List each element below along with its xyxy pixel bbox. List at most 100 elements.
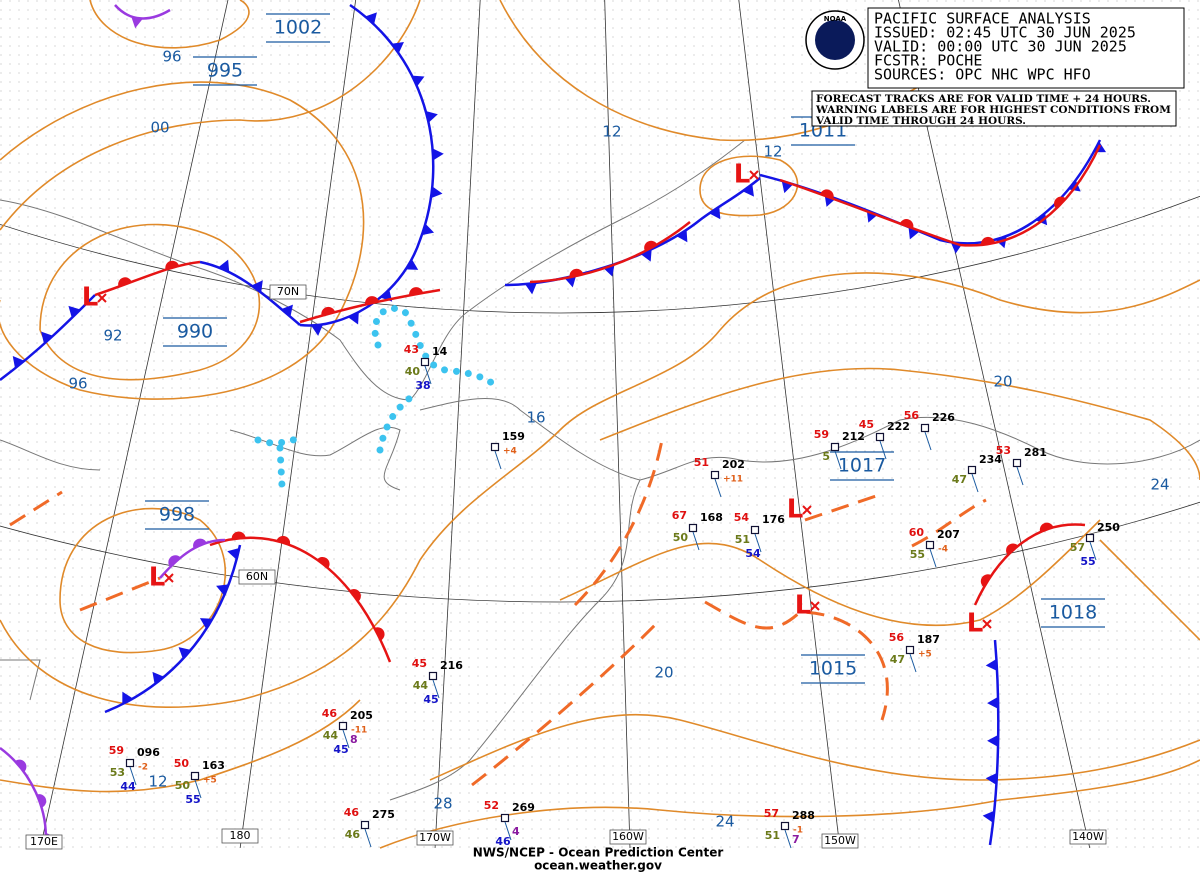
- front-symbol: [899, 219, 914, 229]
- wind-barb: [879, 440, 887, 460]
- header-box: [867, 7, 1185, 89]
- isobar-label: 20: [654, 664, 673, 682]
- station-icon: [500, 813, 510, 823]
- front-symbol: [391, 41, 404, 54]
- logo-inner: [815, 20, 855, 60]
- station-code: 222: [887, 420, 910, 433]
- front-symbol: [1035, 212, 1048, 226]
- front-symbol: [165, 260, 180, 270]
- front-symbol: [178, 647, 191, 659]
- station-mid: 44: [323, 729, 339, 742]
- station-mid: 55: [910, 548, 925, 561]
- low-track-mark: [749, 170, 759, 180]
- front-symbol: [1006, 543, 1019, 556]
- station-top: 56: [904, 409, 920, 422]
- header-line: ISSUED: 02:45 UTC 30 JUN 2025: [874, 24, 1136, 42]
- wind-barb: [504, 821, 512, 841]
- pressure-center: 998: [159, 504, 195, 526]
- station-code: 14: [432, 345, 448, 358]
- station-trend: -2: [138, 763, 148, 773]
- labels: 9600929612121620202428241210029959909981…: [25, 13, 1170, 850]
- station-trend: +5: [203, 776, 217, 786]
- wind-barb: [364, 828, 372, 848]
- station-icon: [710, 470, 720, 480]
- meridian: [738, 0, 841, 848]
- front: [159, 538, 226, 579]
- front-symbol: [276, 535, 291, 545]
- grid-label: 180: [230, 829, 251, 842]
- wind-barb: [424, 365, 432, 385]
- station-icon: [125, 758, 135, 768]
- front-symbol: [640, 249, 652, 262]
- station-trend: -1: [793, 826, 803, 836]
- front-symbol: [193, 538, 207, 549]
- header-line: SOURCES: OPC NHC WPC HFO: [874, 66, 1091, 84]
- front-symbol: [365, 296, 379, 305]
- meridian: [239, 0, 357, 848]
- isobar-label: 28: [433, 795, 452, 813]
- grid-label: 160W: [612, 830, 644, 843]
- station-top: 46: [344, 806, 360, 819]
- notice-line: VALID TIME THROUGH 24 HOURS.: [815, 115, 1026, 127]
- wind-barb: [194, 779, 202, 799]
- front: [0, 294, 96, 381]
- grid-label-box: [25, 834, 63, 850]
- station-code: 234: [979, 453, 1002, 466]
- front-symbol: [524, 282, 537, 295]
- station-top: 59: [814, 428, 829, 441]
- isobars: [0, 0, 1200, 849]
- notice-line: WARNING LABELS ARE FOR HIGHEST CONDITION…: [815, 104, 1171, 116]
- station-mid: 47: [952, 473, 967, 486]
- front-symbol: [122, 691, 133, 705]
- front-symbol: [251, 280, 263, 293]
- meridian: [434, 0, 481, 848]
- front-symbol: [365, 12, 377, 25]
- front-symbol: [908, 226, 920, 240]
- front: [299, 288, 441, 324]
- station-code: 269: [512, 801, 535, 814]
- station-icon: [920, 423, 930, 433]
- station-code: 168: [700, 511, 723, 524]
- station-code: 176: [762, 513, 785, 526]
- front-symbol: [430, 186, 443, 199]
- grid-label-box: [416, 830, 454, 846]
- front: [973, 523, 1086, 606]
- station-top: 54: [734, 511, 750, 524]
- station-extra: 4: [512, 825, 520, 838]
- front-symbol: [41, 331, 53, 344]
- station-mid: 50: [175, 779, 191, 792]
- front-symbol: [281, 304, 293, 317]
- grid-label: 70N: [277, 285, 299, 298]
- front-symbol: [12, 356, 25, 369]
- station-low: 44: [120, 780, 136, 793]
- station-mid: 51: [735, 533, 750, 546]
- station-low: 38: [415, 379, 430, 392]
- station-top: 51: [694, 456, 709, 469]
- grid-background: [0, 0, 1200, 848]
- station-icon: [420, 357, 430, 367]
- front-symbol: [1054, 196, 1066, 209]
- front-symbol: [425, 111, 438, 123]
- station-mid: 44: [413, 679, 429, 692]
- station-low: 46: [495, 835, 511, 848]
- front-symbol: [36, 794, 47, 808]
- wind-barb: [971, 473, 979, 493]
- front-symbol: [985, 658, 998, 671]
- front-symbol: [1039, 522, 1054, 533]
- front-symbol: [987, 696, 999, 709]
- footer-agency: NWS/NCEP - Ocean Prediction Center: [473, 846, 724, 860]
- front-symbol: [199, 618, 213, 629]
- wind-barb: [432, 679, 440, 699]
- front: [104, 544, 242, 714]
- station-mid: 53: [110, 766, 125, 779]
- pressure-center: 1002: [274, 17, 322, 39]
- meridian: [604, 0, 631, 848]
- front: [529, 221, 691, 284]
- station-top: 43: [404, 343, 419, 356]
- station-code: 096: [137, 746, 160, 759]
- isobar-label: 96: [162, 48, 181, 66]
- header-line: PACIFIC SURFACE ANALYSIS: [874, 10, 1091, 28]
- station-top: 60: [909, 526, 925, 539]
- station-top: 57: [764, 807, 779, 820]
